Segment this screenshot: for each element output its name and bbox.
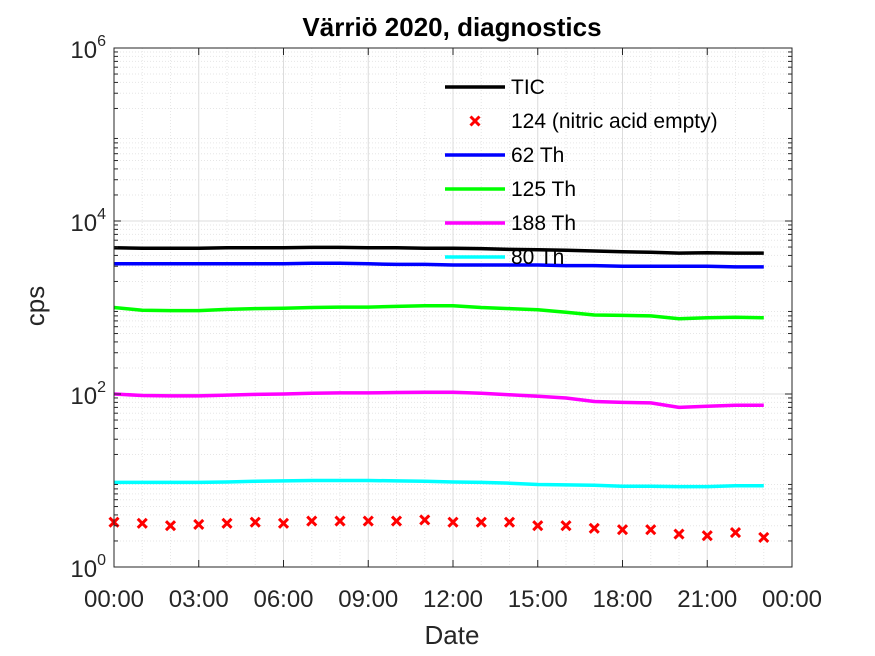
series-layer <box>108 245 770 543</box>
data-point <box>588 522 600 534</box>
x-tick-label: 15:00 <box>508 586 568 613</box>
x-tick-label: 21:00 <box>677 586 737 613</box>
chart-title: Värriö 2020, diagnostics <box>302 12 601 42</box>
x-tick-label: 00:00 <box>84 586 144 613</box>
y-axis-ticks: 100 102 104 106 <box>70 33 106 583</box>
data-point <box>390 515 403 527</box>
y-axis-label: cps <box>20 286 50 326</box>
legend-label: 125 Th <box>511 178 576 201</box>
x-axis-ticks: 00:00 03:00 06:00 09:00 12:00 15:00 18:00 21:00… <box>84 586 822 613</box>
legend-label: 62 Th <box>511 144 564 167</box>
y-tick-label: 102 <box>70 379 106 410</box>
data-point <box>616 524 629 536</box>
data-point <box>419 514 431 526</box>
series-line-0 <box>113 245 764 255</box>
data-point <box>277 517 290 529</box>
series-line-5 <box>114 478 764 489</box>
data-point <box>447 516 459 528</box>
legend-label: 80 Th <box>511 246 564 269</box>
y-tick-label: 104 <box>70 206 106 237</box>
x-tick-label: 09:00 <box>338 586 398 613</box>
legend-label: 188 Th <box>511 212 576 235</box>
data-point <box>362 515 374 527</box>
series-line-2 <box>114 261 764 269</box>
data-point <box>306 515 318 527</box>
data-point <box>701 530 713 542</box>
plot-area <box>108 47 793 568</box>
y-tick-label: 106 <box>70 33 106 64</box>
series-line-4 <box>113 390 764 410</box>
series-1-markers <box>108 514 770 543</box>
legend-label: 124 (nitric acid empty) <box>511 110 718 133</box>
x-tick-label: 03:00 <box>169 586 229 613</box>
x-tick-label: 06:00 <box>253 586 313 613</box>
data-point <box>645 524 657 536</box>
axes-frame <box>113 47 793 568</box>
x-tick-label: 18:00 <box>592 586 652 613</box>
x-tick-label: 00:00 <box>762 586 822 613</box>
data-point <box>334 515 346 527</box>
legend-label: TIC <box>511 76 545 99</box>
x-axis-label: Date <box>425 620 480 650</box>
data-point <box>136 517 148 529</box>
data-point <box>249 516 261 528</box>
data-point <box>560 520 572 532</box>
legend: TIC 124 (nitric acid empty) 62 Th 125 Th 188… <box>445 76 718 269</box>
data-point <box>164 520 177 532</box>
data-point <box>758 531 770 543</box>
data-point <box>221 517 233 529</box>
data-point <box>729 527 742 539</box>
data-point <box>532 520 544 532</box>
series-line-3 <box>113 303 764 321</box>
data-point <box>475 516 487 528</box>
data-point <box>193 518 205 531</box>
data-point <box>503 516 516 528</box>
data-point <box>673 528 685 540</box>
y-tick-label: 100 <box>70 552 106 583</box>
x-tick-label: 12:00 <box>423 586 483 613</box>
legend-marker <box>469 115 481 127</box>
